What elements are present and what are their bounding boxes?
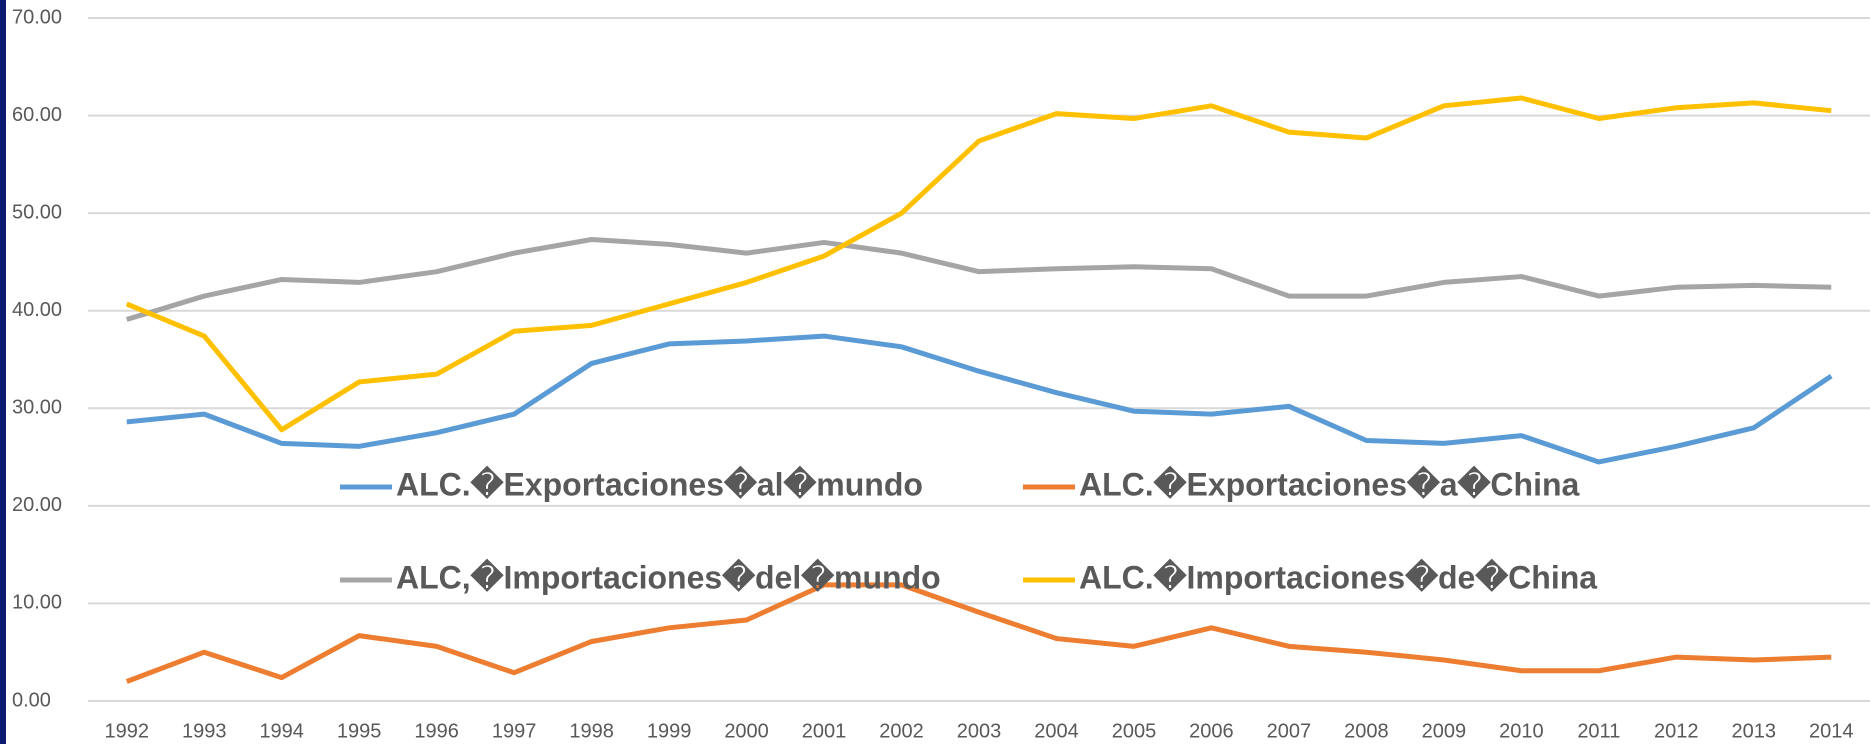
x-tick-label: 2003 xyxy=(957,720,1002,742)
x-tick-label: 1994 xyxy=(259,720,304,742)
y-tick-label: 60.00 xyxy=(12,104,62,126)
x-tick-label: 2005 xyxy=(1112,720,1157,742)
x-tick-label: 1999 xyxy=(647,720,692,742)
y-tick-label: 10.00 xyxy=(12,592,62,614)
x-tick-label: 2011 xyxy=(1577,720,1620,742)
x-tick-label: 2004 xyxy=(1034,720,1079,742)
y-tick-label: 40.00 xyxy=(12,299,62,321)
x-tick-label: 1992 xyxy=(104,720,149,742)
x-tick-label: 2013 xyxy=(1732,720,1777,742)
y-tick-label: 70.00 xyxy=(12,6,62,28)
series-line xyxy=(125,582,1832,684)
legend-label: ALC.�Exportaciones�a�China xyxy=(1079,465,1580,502)
y-tick-label: 20.00 xyxy=(12,494,62,516)
left-strip xyxy=(0,0,6,744)
x-tick-label: 2001 xyxy=(802,720,847,742)
x-tick-label: 2000 xyxy=(724,720,769,742)
series-line xyxy=(126,236,1832,322)
x-tick-label: 1998 xyxy=(569,720,614,742)
x-tick-label: 2006 xyxy=(1189,720,1234,742)
x-tick-label: 2010 xyxy=(1499,720,1544,742)
x-tick-label: 2012 xyxy=(1654,720,1699,742)
series-line xyxy=(125,95,1832,433)
y-tick-label: 0.00 xyxy=(12,689,51,711)
x-tick-label: 1993 xyxy=(182,720,227,742)
x-tick-label: 1995 xyxy=(337,720,382,742)
x-tick-label: 2007 xyxy=(1267,720,1312,742)
legend-label: ALC.�Importaciones�de�China xyxy=(1079,558,1597,595)
y-tick-label: 30.00 xyxy=(12,397,62,419)
x-tick-label: 2009 xyxy=(1422,720,1467,742)
series-line xyxy=(126,333,1833,465)
y-tick-label: 50.00 xyxy=(12,201,62,223)
legend-label: ALC,�Importaciones�del�mundo xyxy=(396,558,941,595)
x-tick-label: 1997 xyxy=(492,720,537,742)
x-tick-label: 2008 xyxy=(1344,720,1389,742)
x-tick-label: 1996 xyxy=(414,720,459,742)
x-tick-label: 2002 xyxy=(879,720,924,742)
x-tick-label: 2014 xyxy=(1809,720,1854,742)
legend-label: ALC.�Exportaciones�al�mundo xyxy=(396,465,923,502)
